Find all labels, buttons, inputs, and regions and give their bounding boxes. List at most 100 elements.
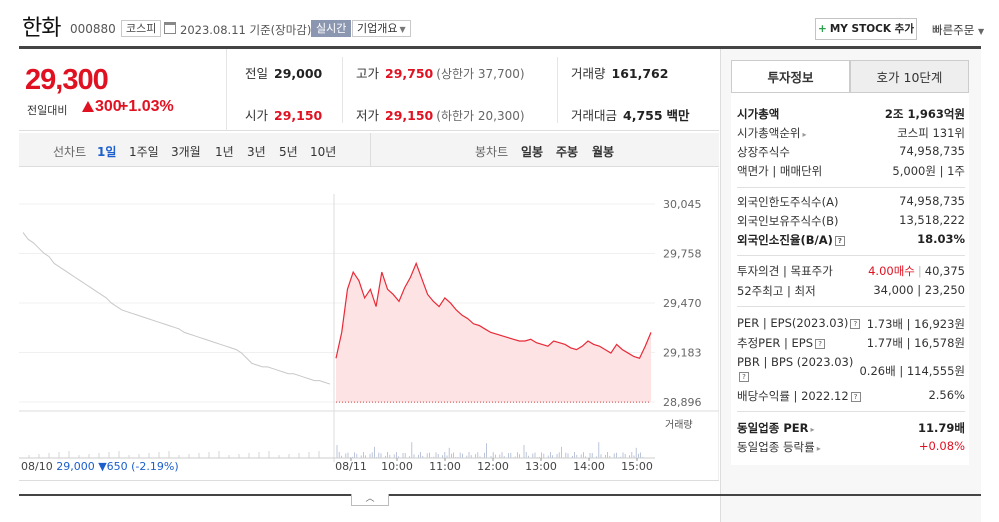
stat-label: 거래대금	[571, 108, 618, 123]
info-label: 추정PER | EPS	[737, 336, 814, 350]
chevron-right-icon: ▸	[816, 444, 821, 453]
info-label: 액면가 | 매매단위	[737, 164, 823, 178]
my-stock-add-button[interactable]: + MY STOCK 추가	[815, 18, 917, 40]
tab-candle-monthly[interactable]: 월봉	[592, 145, 615, 159]
opinion-value: 4.00매수	[868, 264, 915, 278]
help-icon[interactable]: ?	[834, 235, 845, 246]
info-value: 2조 1,963억원	[884, 107, 965, 121]
y-tick-label: 29,758	[663, 248, 702, 261]
divider	[370, 133, 371, 166]
info-label: 52주최고 | 최저	[737, 284, 816, 298]
tab-period-3y[interactable]: 3년	[247, 145, 266, 159]
divider	[557, 57, 558, 123]
tab-candle-daily[interactable]: 일봉	[521, 145, 544, 159]
chart-bottom-border	[19, 480, 719, 481]
tab-period-3m[interactable]: 3개월	[171, 145, 201, 159]
today-line	[335, 261, 652, 359]
company-info-dropdown[interactable]: 기업개요 ▼	[352, 20, 411, 37]
trade-amount: 거래대금 4,755 백만	[571, 105, 690, 124]
change-percent: +1.03%	[119, 98, 174, 115]
help-icon[interactable]: ?	[815, 338, 826, 349]
help-icon[interactable]: ?	[850, 391, 861, 402]
tab-investment-info[interactable]: 투자정보	[731, 60, 850, 93]
info-label: 외국인보유주식수(B)	[737, 214, 839, 228]
info-label: 투자의견 | 목표주가	[737, 264, 833, 278]
y-tick-label: 28,896	[663, 396, 702, 409]
base-date: 2023.08.11 기준(장마감)	[180, 23, 312, 37]
x-tick-label: 14:00	[573, 460, 605, 473]
info-row: 투자의견 | 목표주가 4.00매수 | 40,375	[737, 264, 965, 278]
industry-change-link[interactable]: 동일업종 등락률 ▸	[737, 439, 821, 455]
info-row: 외국인한도주식수(A) 74,958,735	[737, 194, 965, 212]
info-label: 상장주식수	[737, 145, 790, 159]
info-row: 52주최고 | 최저 34,000 | 23,250	[737, 283, 965, 301]
tab-order-book[interactable]: 호가 10단계	[850, 60, 969, 93]
tab-period-1y[interactable]: 1년	[215, 145, 234, 159]
up-triangle-icon	[82, 101, 94, 112]
stat-value: 29,150	[385, 108, 434, 123]
realtime-button[interactable]: 실시간	[311, 20, 352, 37]
info-value: 11.79배	[918, 421, 965, 435]
target-price: 40,375	[924, 264, 965, 278]
chart-tabs: 선차트 1일 1주일 3개월 1년 3년 5년 10년 봉차트 일봉 주봉 월봉	[19, 133, 719, 167]
info-row: 동일업종 등락률 ▸ +0.08%	[737, 439, 965, 457]
tab-underline	[731, 92, 969, 93]
tab-period-5y[interactable]: 5년	[279, 145, 298, 159]
tab-period-1d[interactable]: 1일	[97, 145, 117, 159]
info-label: 동일업종 등락률	[737, 440, 815, 454]
divider	[737, 411, 965, 412]
help-icon[interactable]: ?	[850, 318, 861, 329]
tab-period-1w[interactable]: 1주일	[129, 145, 159, 159]
info-label: PBR | BPS (2023.03)	[737, 355, 854, 369]
info-row: 액면가 | 매매단위 5,000원 | 1주	[737, 163, 965, 181]
chevron-down-icon: ▼	[977, 27, 985, 36]
price-chart[interactable]: 30,045 29,758 29,470 29,183 28,896 거래량 08/11 10…	[19, 168, 719, 480]
chevron-up-icon: ︿	[365, 494, 375, 504]
info-label: PER | EPS(2023.03)	[737, 316, 849, 330]
info-value: 1.77배 | 16,578원	[866, 336, 965, 350]
info-row: 시가총액순위 ▸ 코스피 131위	[737, 125, 965, 143]
high-price: 고가 29,750 (상한가 37,700)	[356, 63, 525, 82]
stock-name: 한화	[22, 16, 61, 41]
tab-candle-weekly[interactable]: 주봉	[556, 145, 579, 159]
tab-period-10y[interactable]: 10년	[310, 145, 337, 159]
info-label: 외국인한도주식수(A)	[737, 195, 839, 209]
info-row: PER | EPS(2023.03)? 1.73배 | 16,923원	[737, 316, 965, 334]
industry-per-link[interactable]: 동일업종 PER ▸	[737, 420, 814, 436]
stat-label: 고가	[356, 66, 380, 81]
x-tick-label: 13:00	[525, 460, 557, 473]
low-price: 저가 29,150 (하한가 20,300)	[356, 105, 525, 124]
info-label: 시가총액	[737, 107, 780, 121]
help-icon[interactable]: ?	[739, 371, 749, 382]
header-divider	[19, 46, 981, 49]
x-tick-label: 10:00	[381, 460, 413, 473]
lower-limit: (하한가 20,300)	[436, 109, 525, 123]
info-value: 34,000 | 23,250	[873, 283, 965, 297]
stat-label: 저가	[356, 108, 380, 123]
info-value: 13,518,222	[899, 213, 965, 227]
quick-order-dropdown[interactable]: 빠른주문 ▼	[932, 22, 984, 38]
footer-divider	[19, 494, 981, 496]
collapse-toggle[interactable]: ︿	[351, 494, 389, 506]
investment-info-box: 시가총액 2조 1,963억원 시가총액순위 ▸ 코스피 131위 상장주식수 74,9…	[731, 93, 969, 465]
prev-day-date: 08/10	[21, 460, 56, 473]
info-label: 동일업종 PER	[737, 421, 809, 435]
chevron-down-icon: ▼	[399, 25, 406, 34]
market-badge: 코스피	[121, 20, 162, 37]
info-label: 배당수익률 | 2022.12	[737, 389, 849, 403]
prev-day-summary: 08/10 29,000 ▼650 (-2.19%)	[21, 460, 179, 473]
prev-day-close: 29,000 ▼650 (-2.19%)	[56, 460, 178, 473]
chevron-right-icon: ▸	[810, 425, 815, 434]
current-price: 29,300	[25, 64, 109, 96]
market-cap-rank-link[interactable]: 시가총액순위 ▸	[737, 125, 807, 141]
stat-unit: 백만	[666, 108, 690, 123]
info-label: 시가총액순위	[737, 126, 801, 140]
info-row: PBR | BPS (2023.03)? 0.26배 | 114,555원	[737, 355, 965, 385]
info-label: 외국인소진율(B/A)	[737, 233, 833, 247]
info-value: 5,000원 | 1주	[892, 164, 965, 178]
info-value: 2.56%	[928, 388, 965, 402]
change-value: 300	[95, 98, 122, 115]
info-row: 동일업종 PER ▸ 11.79배	[737, 420, 965, 438]
info-value: 코스피 131위	[897, 126, 965, 140]
info-row: 추정PER | EPS? 1.77배 | 16,578원	[737, 335, 965, 353]
